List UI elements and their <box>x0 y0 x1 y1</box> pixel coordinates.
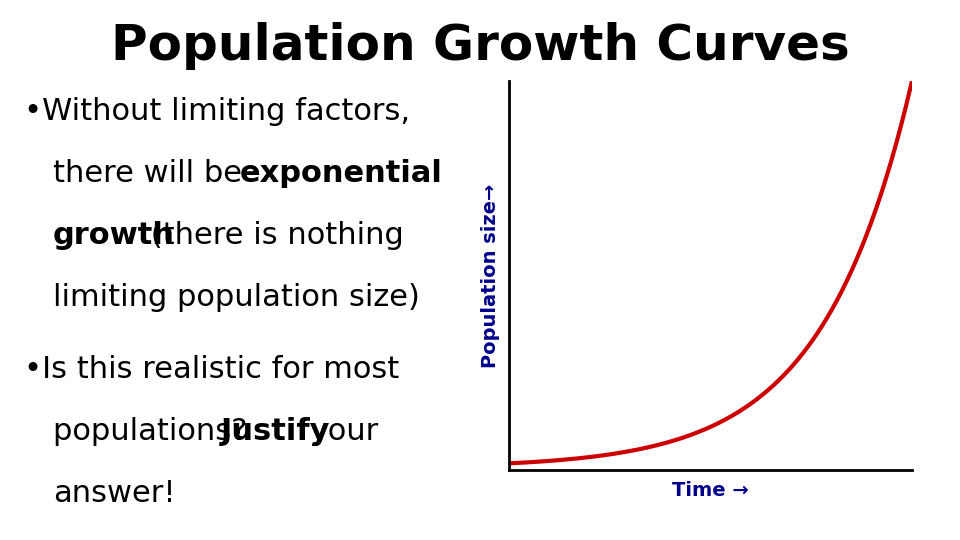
Text: limiting population size): limiting population size) <box>53 284 420 313</box>
Text: Population Growth Curves: Population Growth Curves <box>110 22 850 70</box>
Text: growth: growth <box>53 221 175 251</box>
Text: your: your <box>300 417 379 446</box>
Text: Justify: Justify <box>221 417 330 446</box>
Text: answer!: answer! <box>53 479 176 508</box>
Y-axis label: Population size→: Population size→ <box>482 183 500 368</box>
X-axis label: Time →: Time → <box>672 481 749 500</box>
Text: •Is this realistic for most: •Is this realistic for most <box>24 355 399 384</box>
Text: •Without limiting factors,: •Without limiting factors, <box>24 97 410 126</box>
Text: exponential: exponential <box>240 159 443 188</box>
Text: there will be: there will be <box>53 159 252 188</box>
Text: (there is nothing: (there is nothing <box>141 221 404 251</box>
Text: populations?: populations? <box>53 417 257 446</box>
